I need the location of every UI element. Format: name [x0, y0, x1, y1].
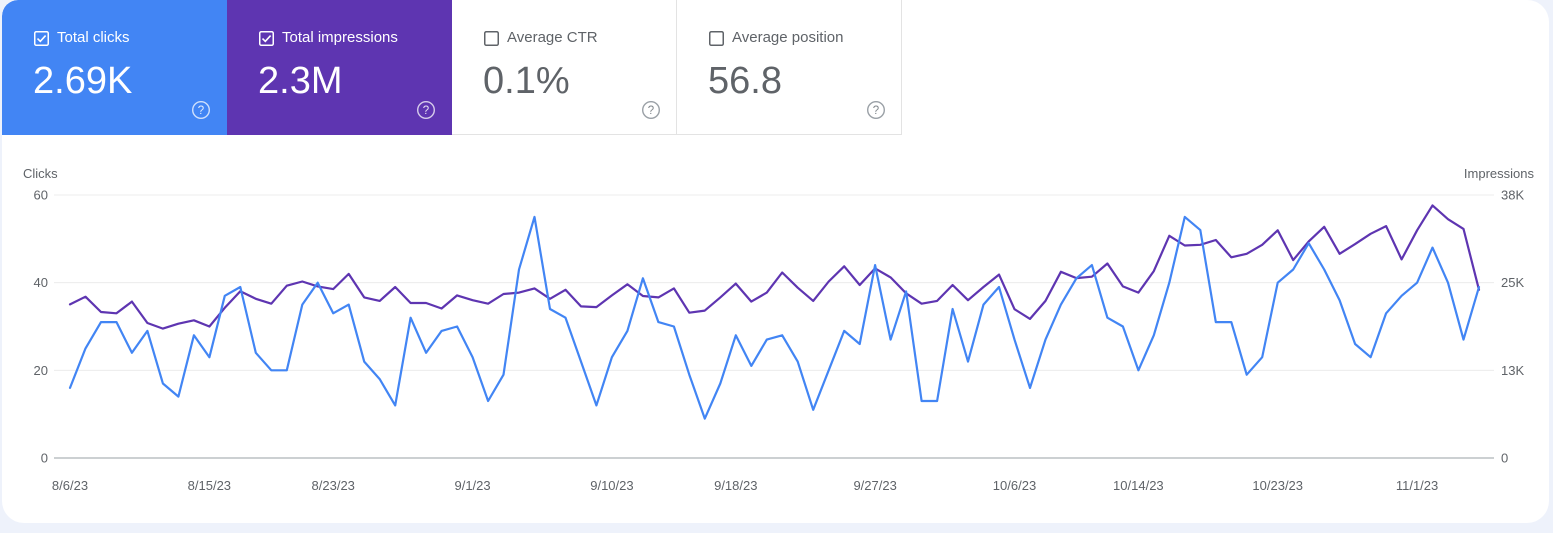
x-tick-label: 9/1/23	[454, 478, 490, 493]
metric-value: 0.1%	[483, 60, 570, 102]
x-tick-label: 9/27/23	[853, 478, 896, 493]
metric-total-impressions[interactable]: Total impressions 2.3M ?	[227, 0, 452, 135]
checkbox-checked-icon[interactable]	[34, 31, 49, 46]
x-tick-label: 9/10/23	[590, 478, 633, 493]
series-lines	[68, 204, 1481, 420]
x-tick-label: 8/15/23	[188, 478, 231, 493]
help-icon[interactable]: ?	[641, 100, 661, 120]
checkbox-unchecked-icon[interactable]	[709, 31, 724, 46]
series-line-impressions	[68, 204, 1481, 330]
checkbox-checked-icon[interactable]	[259, 31, 274, 46]
left-axis-title: Clicks	[23, 166, 58, 181]
metric-cards: Total clicks 2.69K ? Total impressions 2…	[2, 0, 902, 135]
y-tick-label-left: 40	[34, 275, 48, 290]
y-tick-label-right: 38K	[1501, 188, 1524, 203]
help-icon[interactable]: ?	[416, 100, 436, 120]
x-tick-label: 8/6/23	[52, 478, 88, 493]
x-tick-label: 11/1/23	[1396, 478, 1438, 493]
help-icon[interactable]: ?	[866, 100, 886, 120]
metric-average-ctr[interactable]: Average CTR 0.1% ?	[452, 0, 677, 135]
y-tick-label-right: 13K	[1501, 363, 1524, 378]
metric-average-position[interactable]: Average position 56.8 ?	[677, 0, 902, 135]
x-tick-label: 10/14/23	[1113, 478, 1164, 493]
performance-chart: Clicks Impressions 0 0 20 13K 40 25K 60 38K 8/6/…	[23, 166, 1535, 494]
x-tick-label: 9/18/23	[714, 478, 757, 493]
y-tick-label-right: 25K	[1501, 275, 1524, 290]
svg-text:?: ?	[648, 105, 654, 117]
metric-value: 2.3M	[258, 60, 343, 102]
svg-text:?: ?	[873, 105, 879, 117]
x-tick-label: 10/23/23	[1252, 478, 1303, 493]
right-axis-title: Impressions	[1464, 166, 1535, 181]
metric-label: Total impressions	[282, 29, 398, 46]
metric-value: 56.8	[708, 60, 782, 102]
x-tick-label: 8/23/23	[312, 478, 355, 493]
axis-ticks: 0 0 20 13K 40 25K 60 38K 8/6/23 8/15/23 8/23/23 9/1…	[34, 188, 1525, 494]
metric-label: Average position	[732, 29, 844, 46]
grid-lines	[54, 194, 1494, 459]
metric-label: Total clicks	[57, 29, 130, 46]
performance-card: Total clicks 2.69K ? Total impressions 2…	[2, 0, 1549, 523]
y-tick-label-left: 60	[34, 188, 48, 203]
y-tick-label-left: 20	[34, 363, 48, 378]
metric-value: 2.69K	[33, 60, 133, 102]
metric-label: Average CTR	[507, 29, 598, 46]
series-line-clicks	[68, 215, 1481, 420]
help-icon[interactable]: ?	[191, 100, 211, 120]
svg-text:?: ?	[423, 105, 429, 117]
y-tick-label-right: 0	[1501, 451, 1508, 466]
x-tick-label: 10/6/23	[993, 478, 1036, 493]
svg-text:?: ?	[198, 105, 204, 117]
y-tick-label-left: 0	[41, 451, 48, 466]
metric-total-clicks[interactable]: Total clicks 2.69K ?	[2, 0, 227, 135]
checkbox-unchecked-icon[interactable]	[484, 31, 499, 46]
